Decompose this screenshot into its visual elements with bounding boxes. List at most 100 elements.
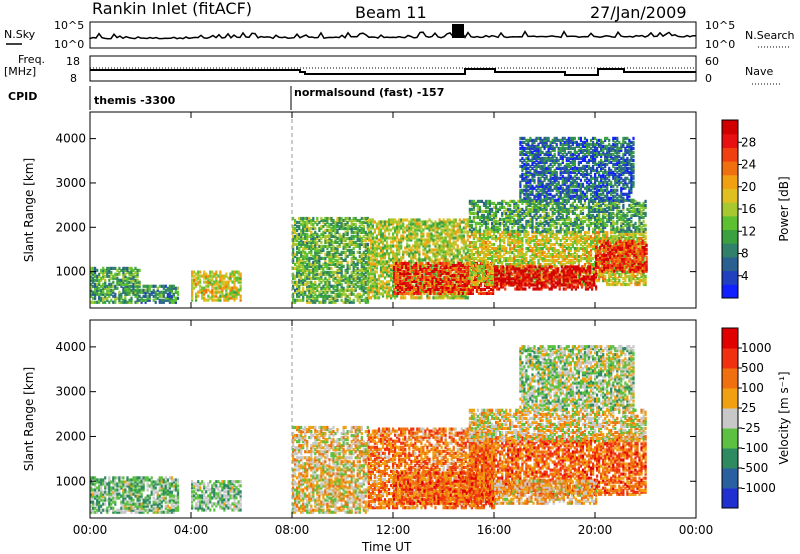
power-cell bbox=[308, 216, 311, 221]
power-cell bbox=[459, 287, 462, 291]
power-cell bbox=[533, 231, 536, 235]
power-cell bbox=[541, 237, 544, 241]
power-cell bbox=[344, 292, 347, 296]
power-cell bbox=[430, 228, 433, 232]
power-cell bbox=[427, 279, 430, 283]
power-cell bbox=[219, 280, 222, 284]
power-cell bbox=[334, 262, 337, 266]
power-cell bbox=[411, 277, 414, 281]
power-cell bbox=[379, 222, 383, 226]
power-cell bbox=[352, 250, 355, 254]
power-cell bbox=[428, 244, 431, 248]
power-cell bbox=[458, 252, 461, 256]
power-cell bbox=[367, 236, 370, 240]
power-cell bbox=[352, 266, 355, 270]
power-cell bbox=[585, 235, 589, 239]
power-cell bbox=[334, 298, 337, 302]
power-cell bbox=[304, 226, 307, 231]
power-cell bbox=[154, 296, 157, 300]
power-cell bbox=[373, 278, 376, 282]
power-cell bbox=[392, 232, 395, 236]
power-cell bbox=[322, 270, 325, 274]
power-cell bbox=[447, 261, 450, 266]
power-cell bbox=[482, 241, 486, 245]
power-cell bbox=[446, 228, 449, 232]
power-cell bbox=[453, 273, 456, 278]
power-cell bbox=[470, 257, 473, 261]
power-cell bbox=[438, 250, 441, 254]
power-cell bbox=[211, 270, 214, 274]
power-cell bbox=[94, 268, 97, 272]
power-cell bbox=[466, 222, 469, 226]
power-cell bbox=[164, 284, 167, 288]
power-cell bbox=[407, 291, 410, 295]
power-cell bbox=[324, 288, 327, 292]
power-cell bbox=[551, 247, 554, 251]
power-cell bbox=[453, 275, 456, 280]
power-cell bbox=[503, 249, 506, 253]
power-cell bbox=[442, 238, 445, 242]
power-cell bbox=[334, 284, 337, 288]
power-cell bbox=[383, 282, 387, 286]
power-cell bbox=[484, 277, 488, 281]
power-cell bbox=[429, 291, 432, 295]
power-cell bbox=[342, 300, 345, 304]
power-cell bbox=[134, 282, 137, 286]
power-cell bbox=[308, 268, 311, 272]
power-cell bbox=[332, 298, 335, 302]
freq-tick-top: 18 bbox=[66, 55, 80, 68]
power-cell bbox=[606, 281, 609, 285]
power-cell bbox=[203, 276, 206, 280]
power-cell bbox=[541, 259, 544, 263]
power-cell bbox=[567, 251, 570, 255]
power-cell bbox=[314, 242, 317, 246]
power-cell bbox=[482, 261, 486, 265]
power-cell bbox=[437, 291, 440, 295]
power-cell bbox=[446, 226, 449, 230]
power-cell bbox=[392, 244, 395, 248]
power-cell bbox=[170, 284, 173, 288]
power-cell bbox=[396, 244, 399, 248]
power-cell bbox=[604, 279, 607, 283]
power-cell bbox=[360, 262, 363, 266]
power-cell bbox=[352, 270, 355, 274]
power-cell bbox=[377, 290, 381, 294]
power-cell bbox=[505, 249, 508, 253]
power-cell bbox=[438, 238, 441, 242]
power-cell bbox=[132, 282, 135, 286]
power-cell bbox=[233, 290, 236, 294]
power-cell bbox=[136, 288, 139, 292]
power-cell bbox=[322, 232, 325, 236]
power-cell bbox=[452, 230, 455, 234]
power-cell bbox=[312, 244, 315, 248]
power-cell bbox=[385, 220, 389, 224]
power-cell bbox=[332, 244, 335, 248]
power-cell bbox=[354, 242, 357, 246]
power-cell bbox=[478, 271, 482, 275]
power-cell bbox=[310, 264, 313, 268]
power-cell bbox=[302, 270, 305, 274]
power-cell bbox=[620, 237, 623, 241]
power-cell bbox=[340, 264, 343, 268]
power-cell bbox=[388, 254, 391, 258]
power-cell bbox=[136, 268, 139, 272]
power-cell bbox=[354, 262, 357, 266]
power-cell bbox=[381, 268, 385, 272]
power-cell bbox=[541, 253, 544, 257]
power-cell bbox=[559, 243, 562, 247]
power-cell bbox=[235, 278, 238, 282]
power-cell bbox=[398, 258, 401, 262]
power-cell bbox=[449, 271, 452, 276]
power-cell bbox=[356, 258, 359, 262]
power-cell bbox=[231, 272, 234, 276]
power-cell bbox=[442, 228, 445, 232]
power-cell bbox=[425, 267, 428, 272]
power-cell bbox=[348, 252, 351, 256]
power-cell bbox=[371, 242, 374, 246]
power-cell bbox=[348, 236, 351, 240]
power-cell bbox=[371, 286, 374, 290]
power-cell bbox=[448, 246, 451, 250]
power-cell bbox=[114, 266, 117, 270]
power-cell bbox=[348, 278, 351, 282]
power-cell bbox=[144, 292, 147, 296]
